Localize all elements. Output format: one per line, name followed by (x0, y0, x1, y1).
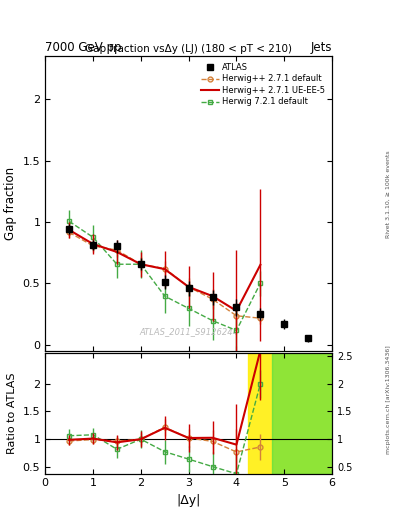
Text: 7000 GeV pp: 7000 GeV pp (45, 41, 122, 54)
Y-axis label: Gap fraction: Gap fraction (4, 167, 17, 240)
X-axis label: |Δy|: |Δy| (176, 494, 201, 507)
Text: mcplots.cern.ch [arXiv:1306.3436]: mcplots.cern.ch [arXiv:1306.3436] (386, 345, 391, 454)
Bar (248, 353, 332, 474)
Text: ATLAS_2011_S9126244: ATLAS_2011_S9126244 (139, 327, 238, 336)
Bar (272, 353, 332, 474)
Y-axis label: Ratio to ATLAS: Ratio to ATLAS (7, 373, 17, 454)
Text: Rivet 3.1.10, ≥ 100k events: Rivet 3.1.10, ≥ 100k events (386, 151, 391, 239)
Title: Gap fraction vsΔy (LJ) (180 < pT < 210): Gap fraction vsΔy (LJ) (180 < pT < 210) (85, 44, 292, 54)
Text: Jets: Jets (310, 41, 332, 54)
Legend: ATLAS, Herwig++ 2.7.1 default, Herwig++ 2.7.1 UE-EE-5, Herwig 7.2.1 default: ATLAS, Herwig++ 2.7.1 default, Herwig++ … (198, 60, 328, 109)
